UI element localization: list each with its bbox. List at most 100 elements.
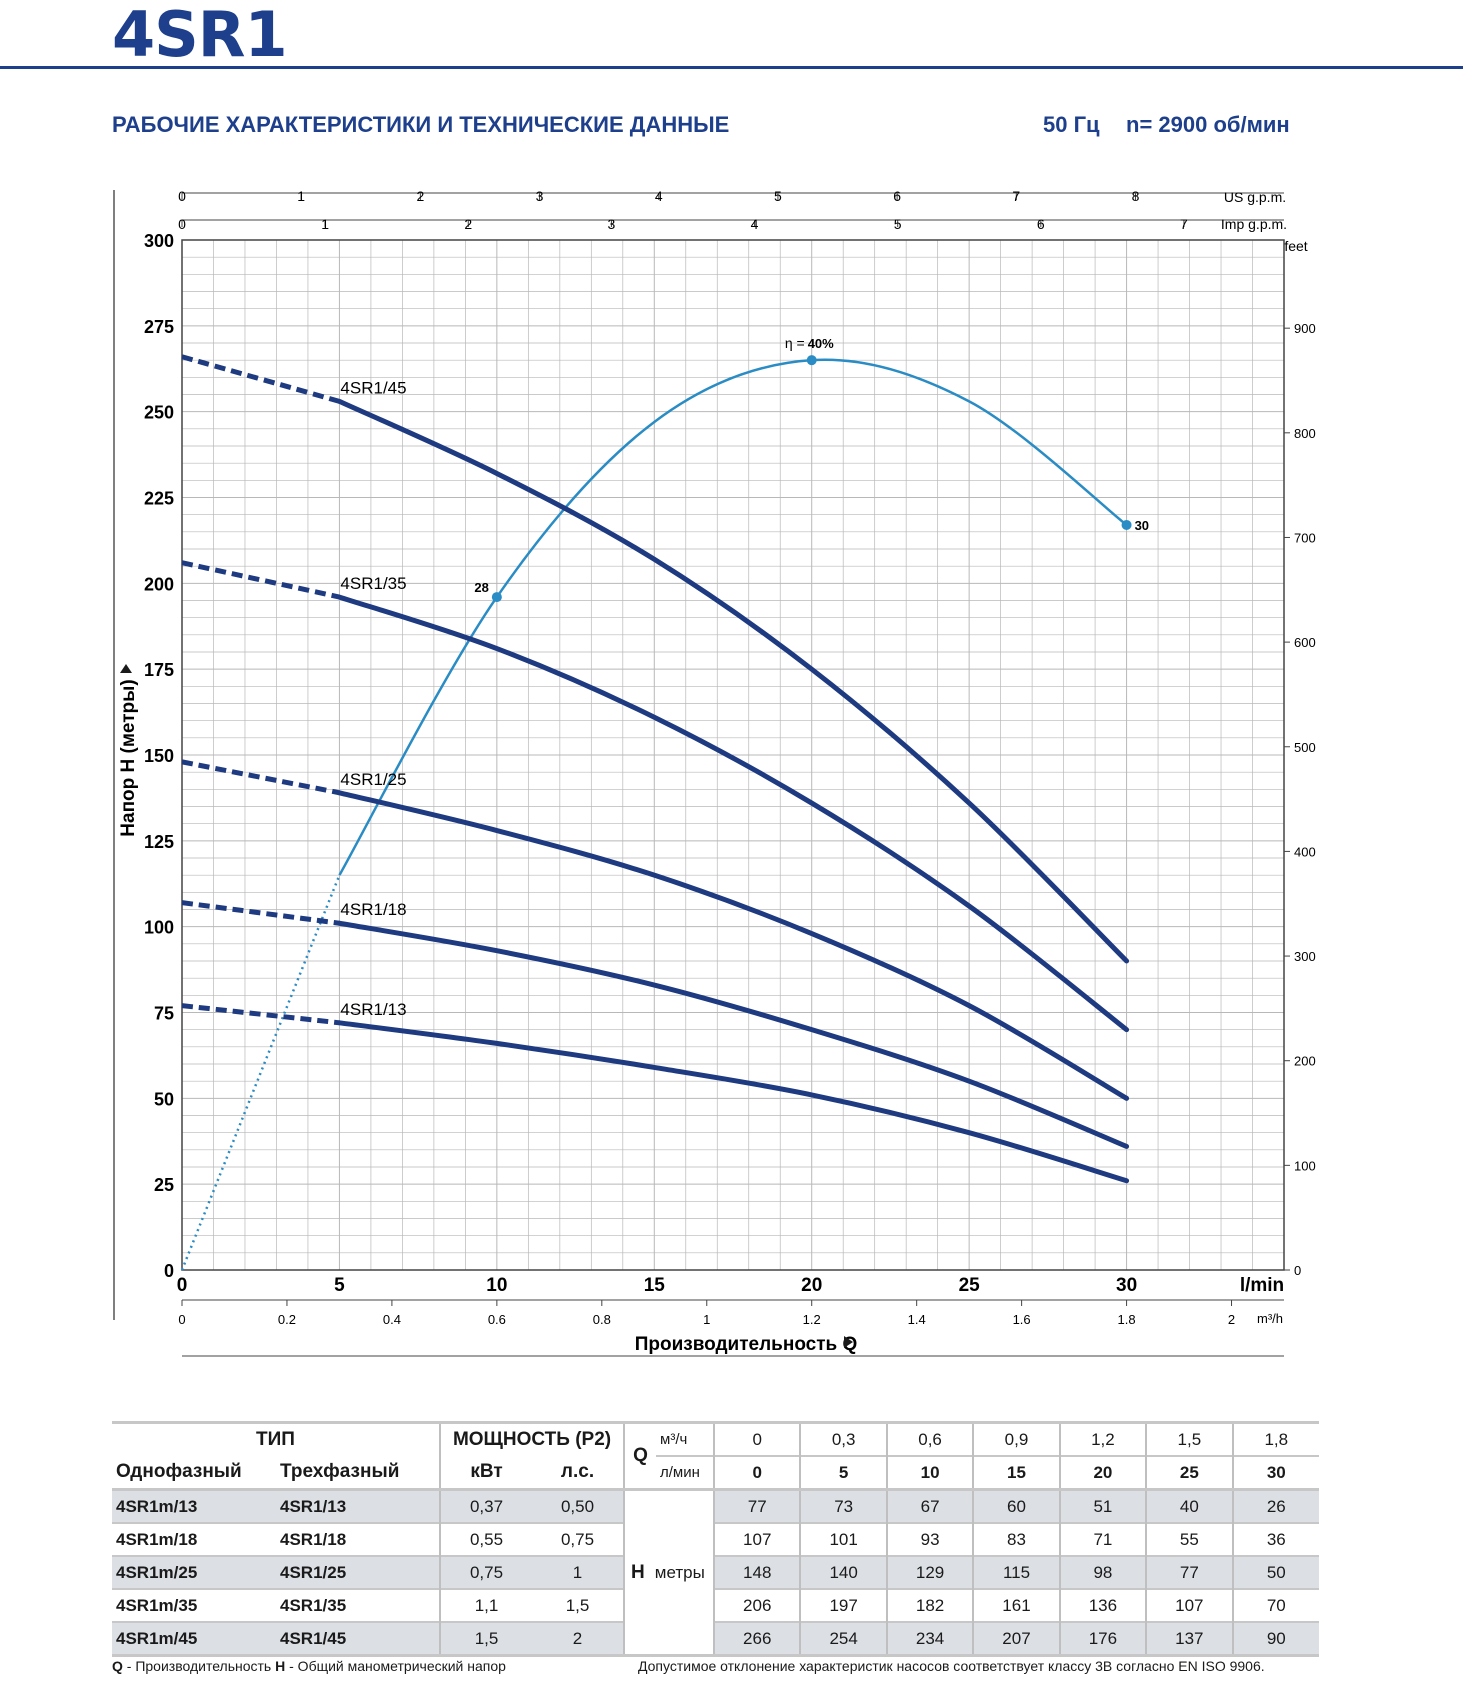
efficiency-curve-solid xyxy=(338,358,1128,876)
feet-tick-label: 100 xyxy=(1294,1158,1316,1173)
impgpm-tick-label: 4 xyxy=(751,216,759,232)
series-label: 4SR1/18 xyxy=(340,900,406,919)
efficiency-point xyxy=(1121,519,1132,530)
series-label: 4SR1/25 xyxy=(340,770,406,789)
q-lmin-cell: 15 xyxy=(973,1455,1061,1490)
efficiency-label: 28 xyxy=(474,580,488,595)
cell-head-value: 107 xyxy=(1146,1588,1234,1622)
usgpm-tick-label: 5 xyxy=(774,188,782,204)
cell-head-value: 93 xyxy=(886,1522,975,1556)
cell-single-phase: 4SR1m/18 xyxy=(112,1522,276,1556)
cell-head-value: 98 xyxy=(1059,1555,1148,1589)
x-tick-label: 25 xyxy=(959,1275,981,1296)
footnote-tolerance: Допустимое отклонение характеристик насо… xyxy=(638,1658,1265,1674)
head-curve-dashed xyxy=(181,759,340,796)
cell-three-phase: 4SR1/45 xyxy=(276,1621,442,1657)
cell-head-value: 234 xyxy=(886,1621,975,1657)
cell-hp: 1 xyxy=(532,1555,626,1589)
q-m3h-cell: 0,9 xyxy=(973,1422,1061,1456)
feet-tick-label: 400 xyxy=(1294,844,1316,859)
x-unit-lmin: l/min xyxy=(1240,1275,1284,1296)
cell-head-value: 83 xyxy=(973,1522,1061,1556)
impgpm-tick-label: 2 xyxy=(464,216,472,232)
head-curves xyxy=(181,354,1130,1184)
y-tick-label: 50 xyxy=(154,1089,174,1109)
x-tick-label: 5 xyxy=(334,1275,345,1296)
header-single-phase: Однофазный xyxy=(116,1461,242,1482)
cell-three-phase: 4SR1/18 xyxy=(276,1522,442,1556)
table-row: 4SR1m/35 4SR1/35 1,1 1,5 206 197 182 161 136 107 7… xyxy=(112,1588,1319,1622)
chart-frame xyxy=(113,190,1285,1357)
cell-head-value: 136 xyxy=(1059,1588,1148,1622)
header-kw: кВт xyxy=(470,1461,503,1482)
chart-grid xyxy=(181,239,1285,1271)
efficiency-label: 30 xyxy=(1135,518,1149,533)
cell-head-value: 40 xyxy=(1146,1488,1234,1523)
cell-head-value: 101 xyxy=(800,1522,888,1556)
usgpm-tick-label: 4 xyxy=(655,188,663,204)
footnote-h-key: H xyxy=(275,1658,286,1674)
footnote-legend: Q - Производительность H - Общий маномет… xyxy=(112,1658,506,1674)
cell-head-value: 140 xyxy=(800,1555,888,1589)
cell-kw: 1,1 xyxy=(440,1588,533,1622)
header-q-unit-m3h: м³/ч xyxy=(656,1422,716,1456)
y-axis-arrow-icon xyxy=(120,664,132,673)
q-lmin-cell: 25 xyxy=(1146,1455,1234,1490)
head-curve-solid xyxy=(336,920,1130,1149)
cell-kw: 0,55 xyxy=(440,1522,533,1556)
cell-head-value: 129 xyxy=(886,1555,975,1589)
y-tick-label: 175 xyxy=(144,660,174,680)
cell-head-value: 266 xyxy=(714,1621,802,1657)
x-tick-label: 30 xyxy=(1116,1275,1137,1296)
header-three-phase: Трехфазный xyxy=(276,1456,442,1490)
m3h-tick-label: 1 xyxy=(703,1312,710,1327)
x-axis-arrow-icon xyxy=(844,1336,853,1348)
q-lmin-cell: 10 xyxy=(886,1455,975,1490)
m3h-tick-label: 0.8 xyxy=(593,1312,611,1327)
q-m3h-cell: 1,2 xyxy=(1059,1422,1148,1456)
cell-three-phase: 4SR1/25 xyxy=(276,1555,442,1589)
usgpm-tick-label: 6 xyxy=(893,188,901,204)
m3h-tick-label: 0.6 xyxy=(488,1312,506,1327)
y-tick-label: 275 xyxy=(144,317,174,337)
y-tick-label: 25 xyxy=(154,1175,174,1195)
efficiency-point xyxy=(806,355,817,366)
cell-head-value: 206 xyxy=(714,1588,802,1622)
usgpm-tick-label: 7 xyxy=(1012,188,1020,204)
feet-tick-label: 500 xyxy=(1294,740,1316,755)
cell-head-value: 60 xyxy=(973,1488,1061,1523)
x-tick-label: 0 xyxy=(177,1275,188,1296)
head-curve-solid xyxy=(336,594,1130,1033)
efficiency-curve: 28 η = 40% 30 xyxy=(180,335,1149,1271)
table-header-row-2: Однофазный Трехфазный кВт л.с. л/мин 0 5… xyxy=(112,1455,1319,1490)
m3h-tick-label: 1.4 xyxy=(908,1312,926,1327)
impgpm-tick-label: 3 xyxy=(608,216,616,232)
table-header-row-1: ТИП МОЩНОСТЬ (P2) Q м³/ч 0 0,3 0,6 0,9 1… xyxy=(112,1422,1319,1466)
feet-tick-label: 800 xyxy=(1294,426,1316,441)
cell-head-value: 51 xyxy=(1059,1488,1148,1523)
m3h-tick-label: 0.4 xyxy=(383,1312,401,1327)
footnote-q-key: Q xyxy=(112,1658,123,1674)
cell-head-value: 77 xyxy=(714,1488,802,1523)
cell-single-phase: 4SR1m/45 xyxy=(112,1621,276,1657)
header-q-unit-lmin: л/мин xyxy=(656,1455,716,1490)
cell-head-value: 71 xyxy=(1059,1522,1148,1556)
x-axis-title: Производительность Q xyxy=(635,1334,858,1355)
cell-kw: 0,37 xyxy=(440,1488,533,1523)
table-row: 4SR1m/18 4SR1/18 0,55 0,75 107 101 93 83 71 55 36 xyxy=(112,1522,1319,1556)
cell-head-value: 77 xyxy=(1146,1555,1234,1589)
m3h-tick-label: 1.8 xyxy=(1118,1312,1136,1327)
efficiency-label-prefix: η = xyxy=(785,335,805,351)
table-row: 4SR1m/25 4SR1/25 0,75 1 148 140 129 115 98 77 50 xyxy=(112,1555,1319,1589)
cell-head-value: 36 xyxy=(1232,1522,1319,1556)
cell-head-value: 55 xyxy=(1146,1522,1234,1556)
q-m3h-cell: 1,8 xyxy=(1264,1429,1289,1449)
footnote-q-text: - Производительность xyxy=(122,1658,276,1674)
speed-label: n= 2900 об/мин xyxy=(1126,112,1290,137)
m3h-tick-label: 1.6 xyxy=(1013,1312,1031,1327)
efficiency-label: 40% xyxy=(808,336,834,351)
cell-head-value: 207 xyxy=(973,1621,1061,1657)
m3h-tick-label: 2 xyxy=(1228,1312,1235,1327)
cell-head-value: 107 xyxy=(714,1522,802,1556)
